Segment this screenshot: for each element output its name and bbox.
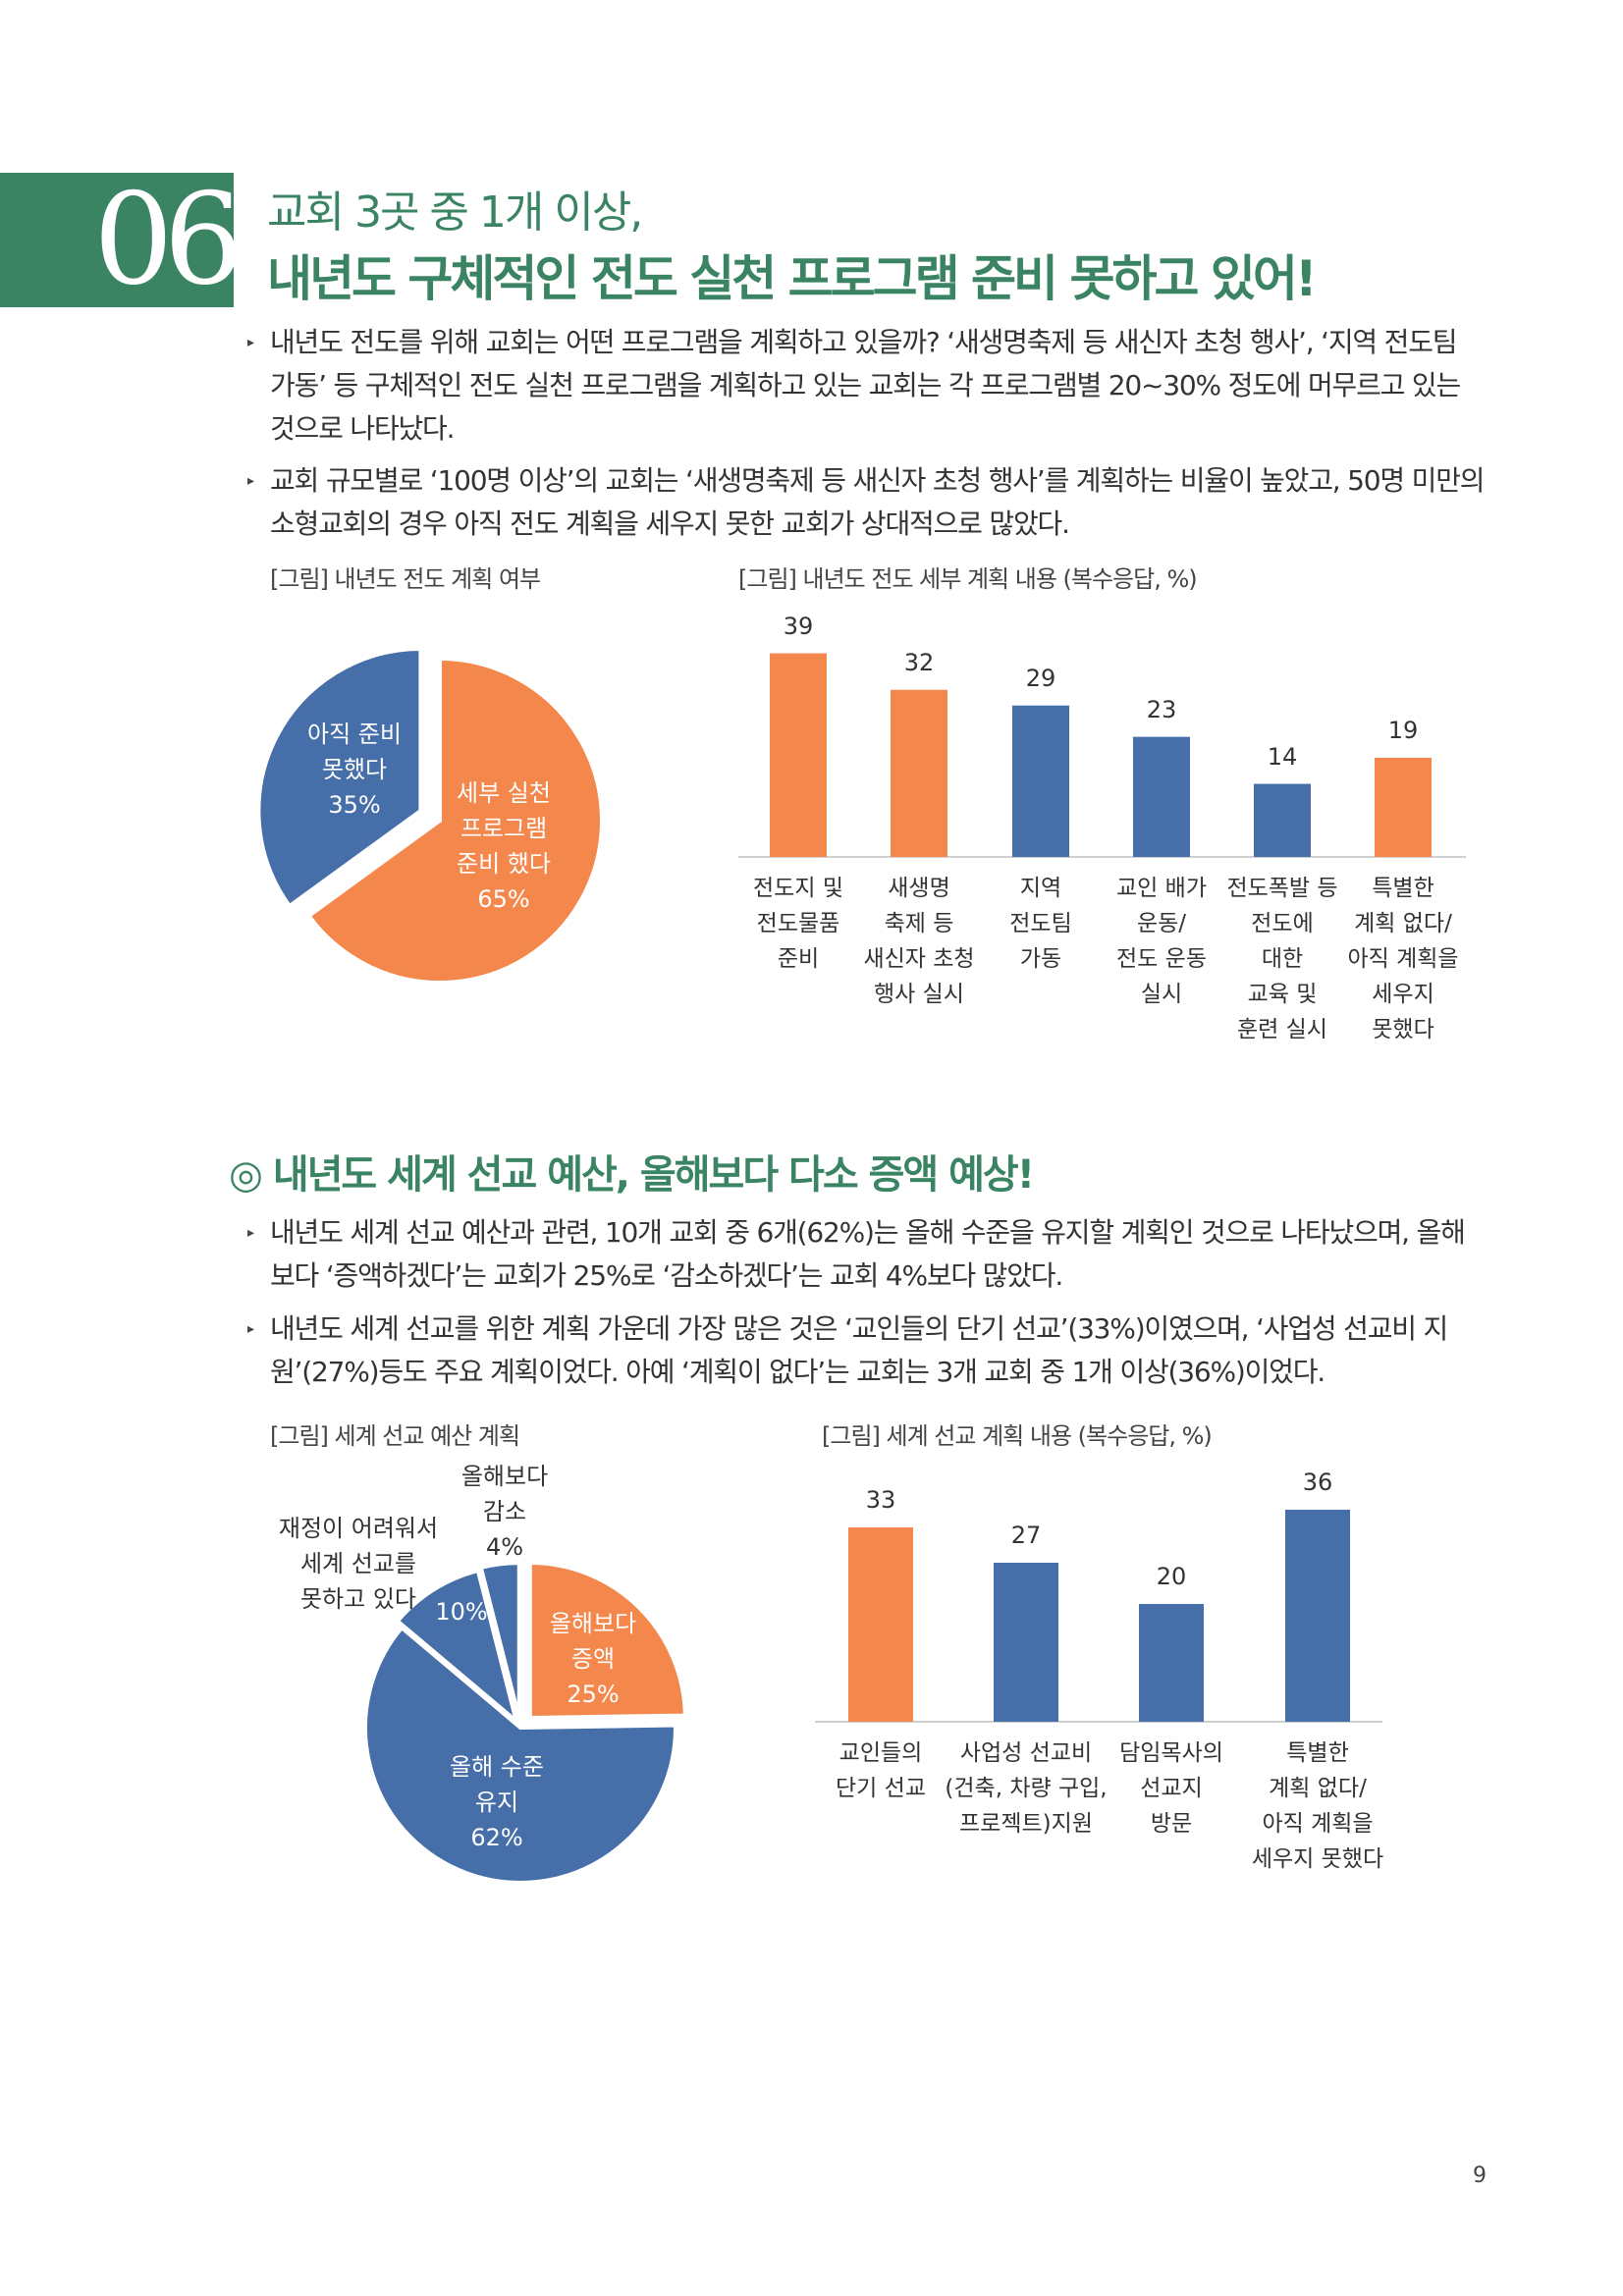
x-tick-label: 전도폭발 등 전도에 대한 교육 및 훈련 실시 [1226,876,1338,1042]
pie-slice [478,1561,521,1719]
bullet-paragraph: ▸ 교회 규모별로 ‘100명 이상’의 교회는 ‘새생명축제 등 새신자 초청… [247,459,1486,546]
bar-value-label: 19 [1387,716,1419,744]
bar-value-label: 32 [903,648,935,676]
bar-value-label: 23 [1146,695,1177,723]
x-tick-label: 특별한 계획 없다/아직 계획을 세우지 못했다 [1251,1740,1384,1872]
bullet-icon: ▸ [247,335,254,350]
x-tick-label: 새생명 축제 등 새신자 초청 행사 실시 [863,876,975,1007]
bar [1254,783,1311,857]
section-heading: ◎ 내년도 세계 선교 예산, 올해보다 다소 증액 예상! [229,1152,1035,1198]
title-line-1: 교회 3곳 중 1개 이상, [267,187,643,238]
bar [1375,757,1432,857]
bar [1139,1604,1204,1722]
bar [1012,705,1069,857]
figure-caption: [그림] 세계 선교 계획 내용 (복수응답, %) [822,1422,1213,1450]
x-tick-label: 특별한 계획 없다/아직 계획을 세우지 못했다 [1347,876,1459,1042]
pie-label: 올해 수준 유지 62% [450,1753,544,1851]
bar-value-label: 33 [865,1486,896,1514]
pie-label: 10% [435,1598,488,1626]
pie-label: 올해보다 감소 4% [460,1463,549,1561]
bar [848,1527,913,1722]
bar [1285,1510,1350,1722]
section-number-box: 06 [0,167,243,313]
x-tick-label: 교인 배가 운동/전도 운동 실시 [1116,876,1207,1007]
section-number: 06 [93,167,243,313]
bar-value-label: 27 [1010,1522,1042,1549]
bullet-paragraph: ▸ 내년도 세계 선교를 위한 계획 가운데 가장 많은 것은 ‘교인들의 단기… [247,1308,1485,1394]
page-number: 9 [1473,2163,1487,2188]
x-tick-label: 담임목사의 선교지 방문 [1119,1740,1223,1837]
x-tick-label: 사업성 선교비 (건축, 차량 구입, 프로젝트)지원 [945,1740,1108,1837]
figure-caption: [그림] 내년도 전도 계획 여부 [270,565,541,593]
bar [1133,736,1190,857]
title-line-2: 내년도 구체적인 전도 실천 프로그램 준비 못하고 있어! [267,250,1318,307]
bar-value-label: 20 [1156,1563,1187,1590]
pie-slice [256,647,423,909]
bullet-paragraph: ▸ 내년도 세계 선교 예산과 관련, 10개 교회 중 6개(62%)는 올해… [247,1211,1485,1298]
pie-label: 재정이 어려워서 세계 선교를 못하고 있다 [278,1515,439,1613]
pie-label: 올해보다 증액 25% [549,1610,637,1708]
bullet-icon: ▸ [247,1321,254,1337]
x-tick-label: 교인들의 단기 선교 [836,1740,926,1801]
pie-slice [395,1568,520,1727]
pie-label: 세부 실천 프로그램 준비 했다 65% [457,779,551,913]
bullet-icon: ▸ [247,1225,254,1241]
bar [891,689,947,857]
pie-slice [363,1625,677,1885]
x-tick-label: 지역 전도팀 가동 [1009,876,1072,972]
pie-label: 아직 준비 못했다 35% [307,721,402,819]
figure-caption: [그림] 세계 선교 예산 계획 [270,1422,520,1450]
x-tick-label: 전도지 및 전도물품 준비 [753,876,843,972]
pie-slice [527,1561,687,1721]
pie-slice [305,656,604,985]
bullet-paragraph: ▸ 내년도 전도를 위해 교회는 어떤 프로그램을 계획하고 있을까? ‘새생명… [247,321,1485,451]
bar-value-label: 14 [1267,742,1298,771]
bar [994,1563,1058,1722]
bar [770,653,827,857]
bar-value-label: 36 [1302,1468,1333,1496]
bar-value-label: 29 [1025,664,1056,692]
bullet-icon: ▸ [247,473,254,489]
figure-caption: [그림] 내년도 전도 세부 계획 내용 (복수응답, %) [738,565,1198,593]
bar-value-label: 39 [783,612,814,640]
